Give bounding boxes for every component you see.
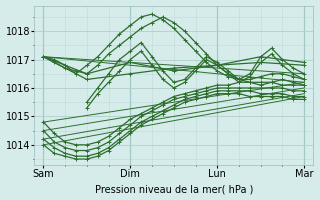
X-axis label: Pression niveau de la mer( hPa ): Pression niveau de la mer( hPa ) (95, 184, 253, 194)
